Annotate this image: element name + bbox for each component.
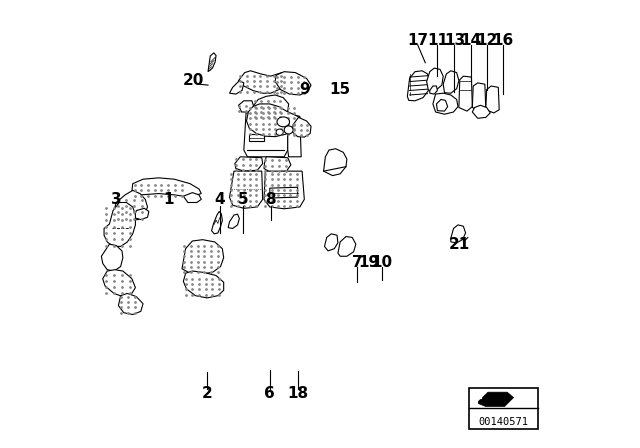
Polygon shape bbox=[239, 71, 288, 93]
Polygon shape bbox=[451, 225, 466, 243]
Text: 21: 21 bbox=[449, 237, 470, 252]
Text: 18: 18 bbox=[287, 386, 308, 401]
Polygon shape bbox=[184, 193, 202, 202]
Polygon shape bbox=[443, 71, 459, 93]
Polygon shape bbox=[433, 93, 458, 114]
Ellipse shape bbox=[284, 126, 293, 134]
Polygon shape bbox=[338, 237, 356, 256]
Text: 5: 5 bbox=[237, 192, 248, 207]
Text: 17: 17 bbox=[407, 33, 428, 48]
Text: 6: 6 bbox=[264, 386, 275, 401]
Polygon shape bbox=[324, 149, 347, 176]
Polygon shape bbox=[264, 171, 305, 209]
Polygon shape bbox=[427, 68, 443, 90]
Polygon shape bbox=[436, 99, 448, 111]
Polygon shape bbox=[208, 53, 216, 72]
Polygon shape bbox=[230, 81, 244, 94]
Polygon shape bbox=[275, 72, 311, 95]
Text: 10: 10 bbox=[371, 254, 392, 270]
Polygon shape bbox=[477, 392, 513, 406]
Polygon shape bbox=[292, 117, 311, 137]
Text: 2: 2 bbox=[202, 386, 212, 401]
Polygon shape bbox=[184, 271, 224, 298]
Text: 1: 1 bbox=[164, 192, 174, 207]
Text: 7: 7 bbox=[352, 254, 362, 270]
Polygon shape bbox=[235, 157, 262, 171]
Polygon shape bbox=[212, 211, 222, 234]
Text: 3: 3 bbox=[111, 192, 122, 207]
Polygon shape bbox=[114, 190, 148, 220]
Polygon shape bbox=[244, 113, 288, 157]
Polygon shape bbox=[101, 244, 123, 271]
Text: 4: 4 bbox=[215, 192, 225, 207]
Polygon shape bbox=[249, 134, 264, 141]
Text: 00140571: 00140571 bbox=[479, 418, 529, 427]
Text: 20: 20 bbox=[183, 73, 204, 88]
Polygon shape bbox=[182, 240, 224, 274]
Polygon shape bbox=[230, 171, 262, 208]
Text: 12: 12 bbox=[476, 33, 497, 48]
Polygon shape bbox=[486, 86, 499, 113]
Polygon shape bbox=[134, 208, 149, 220]
Polygon shape bbox=[472, 83, 486, 111]
Text: 9: 9 bbox=[299, 82, 310, 97]
Polygon shape bbox=[324, 234, 338, 251]
Polygon shape bbox=[246, 104, 300, 137]
Polygon shape bbox=[103, 270, 136, 297]
Polygon shape bbox=[104, 202, 136, 246]
Bar bbox=[468, 388, 538, 429]
Polygon shape bbox=[132, 178, 202, 197]
Polygon shape bbox=[430, 86, 437, 94]
Polygon shape bbox=[270, 187, 298, 198]
Text: 13: 13 bbox=[444, 33, 465, 48]
Text: 16: 16 bbox=[492, 33, 513, 48]
Ellipse shape bbox=[276, 129, 284, 135]
Text: 19: 19 bbox=[358, 254, 380, 270]
Polygon shape bbox=[288, 113, 301, 157]
Polygon shape bbox=[253, 95, 289, 119]
Polygon shape bbox=[407, 71, 430, 101]
Ellipse shape bbox=[277, 117, 289, 127]
Polygon shape bbox=[118, 293, 143, 314]
Text: 8: 8 bbox=[266, 192, 276, 207]
Text: 11: 11 bbox=[427, 33, 448, 48]
Polygon shape bbox=[459, 76, 472, 111]
Polygon shape bbox=[239, 101, 253, 112]
Text: 14: 14 bbox=[460, 33, 481, 48]
Polygon shape bbox=[228, 214, 239, 228]
Polygon shape bbox=[264, 157, 291, 172]
Polygon shape bbox=[472, 105, 490, 118]
Text: 15: 15 bbox=[330, 82, 351, 97]
